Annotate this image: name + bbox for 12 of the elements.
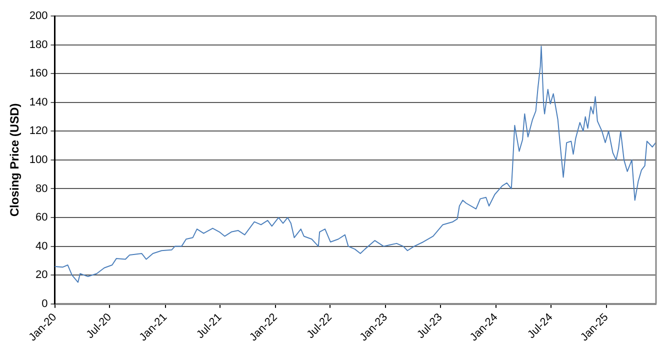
y-tick-label: 180: [29, 38, 48, 51]
y-tick-label: 120: [29, 125, 48, 138]
y-tick-label: 100: [29, 154, 48, 166]
y-tick-label: 140: [29, 96, 48, 108]
y-tick-label: 200: [29, 10, 48, 22]
y-tick-label: 160: [29, 68, 48, 80]
y-axis-title: Closing Price (USD): [8, 103, 22, 217]
y-tick-label: 80: [36, 182, 48, 195]
y-tick-label: 60: [36, 212, 48, 224]
y-tick-label: 0: [42, 298, 48, 310]
y-tick-label: 20: [36, 269, 48, 282]
y-tick-label: 40: [36, 240, 48, 252]
